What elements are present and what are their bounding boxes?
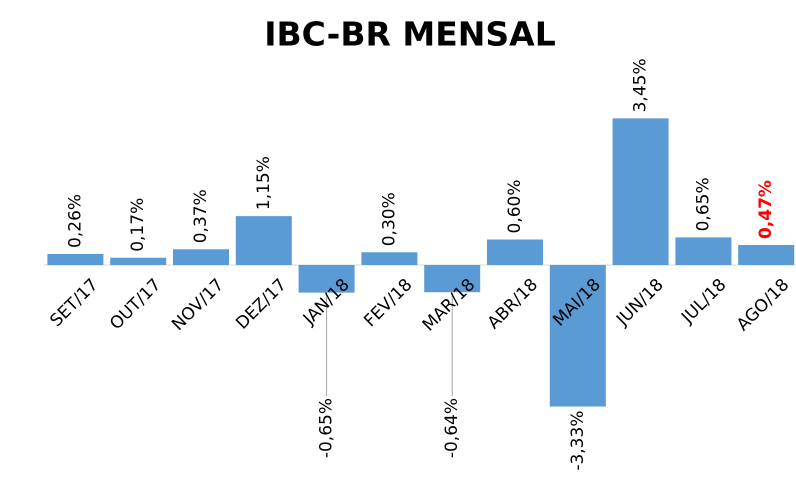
bar: [173, 249, 229, 265]
value-label: 0,60%: [505, 179, 525, 233]
bar: [110, 257, 167, 265]
bar: [612, 118, 669, 265]
x-tick-label: NOV/17: [168, 275, 228, 335]
bar: [235, 216, 292, 265]
bar: [361, 252, 418, 265]
value-label: 1,15%: [254, 156, 274, 210]
bar: [487, 239, 543, 265]
bar: [738, 245, 795, 265]
bar: [424, 265, 481, 293]
value-label: 0,65%: [693, 177, 713, 231]
value-label: -0,65%: [317, 398, 337, 458]
x-tick-label: AGO/18: [733, 275, 793, 335]
bar: [675, 237, 732, 265]
value-label: 0,26%: [65, 194, 85, 248]
x-tick-label: ABR/18: [484, 275, 542, 333]
x-tick-label: SET/17: [46, 275, 102, 331]
value-label: 3,45%: [631, 58, 651, 112]
x-tick-label: DEZ/17: [232, 275, 291, 334]
bar: [549, 265, 606, 407]
x-tick-label: JUN/18: [612, 275, 668, 331]
value-label: 0,17%: [128, 198, 148, 252]
chart-title: IBC-BR MENSAL: [264, 15, 556, 54]
value-label: 0,30%: [379, 192, 399, 246]
value-label: 0,37%: [191, 189, 211, 243]
x-tick-label: JUL/18: [677, 275, 730, 328]
x-tick-label: FEV/18: [360, 275, 416, 331]
bar: [47, 253, 104, 265]
value-label: 0,47%: [756, 180, 776, 239]
value-label: -0,64%: [442, 398, 462, 458]
bar: [298, 265, 355, 293]
value-label: -3,33%: [568, 411, 588, 471]
x-tick-label: OUT/17: [106, 275, 165, 334]
